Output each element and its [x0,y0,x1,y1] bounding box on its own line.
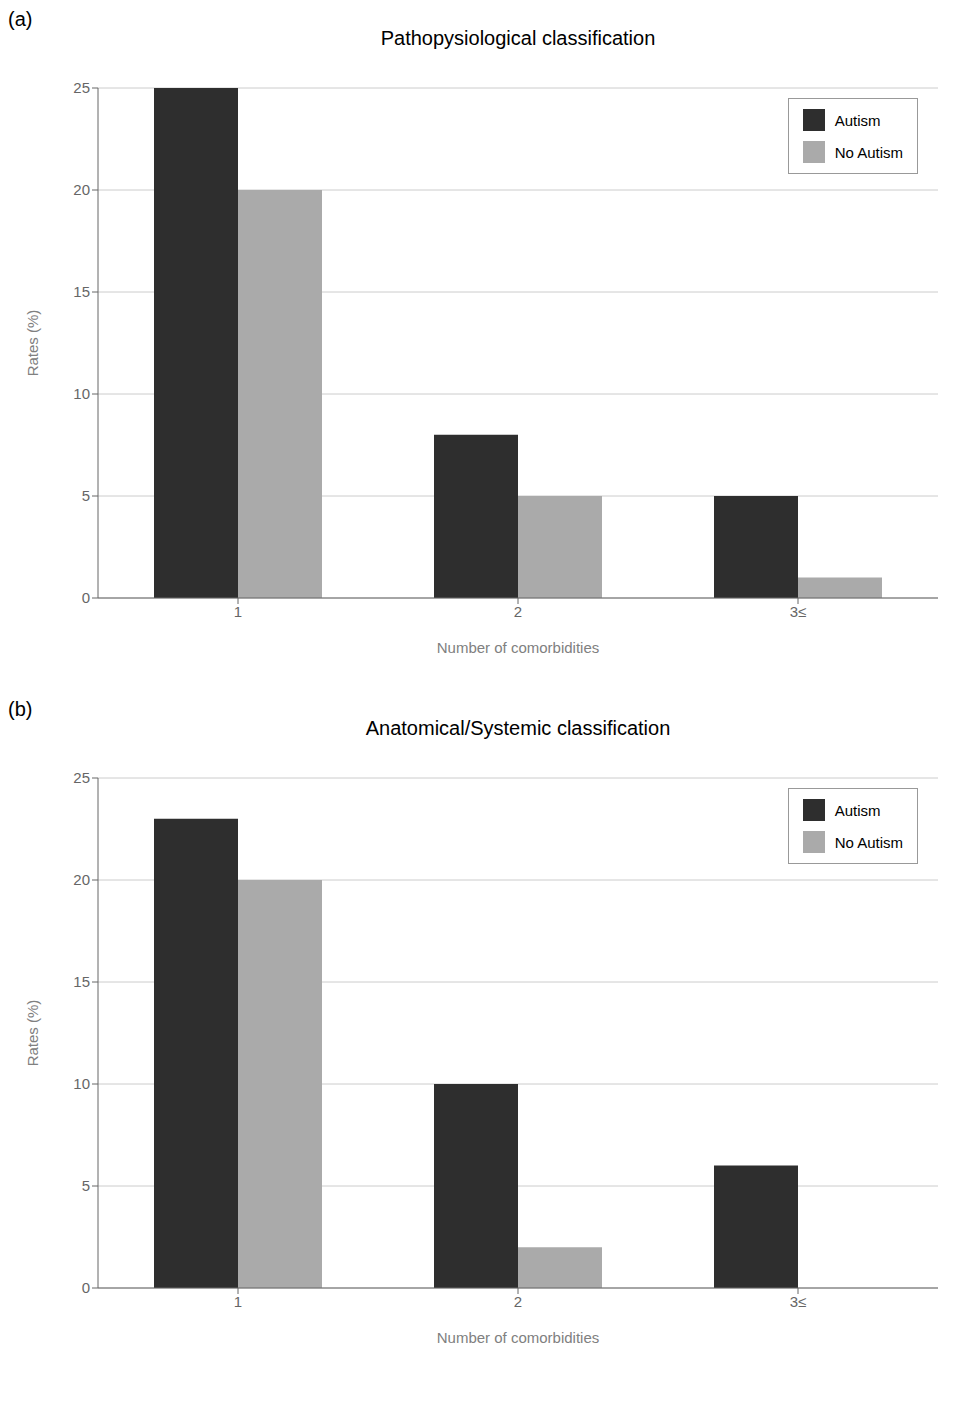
svg-text:5: 5 [82,487,90,504]
svg-text:Number of comorbidities: Number of comorbidities [437,639,600,656]
svg-text:Rates (%): Rates (%) [24,1000,41,1067]
svg-text:10: 10 [73,385,90,402]
svg-text:25: 25 [73,79,90,96]
svg-text:Number of comorbidities: Number of comorbidities [437,1329,600,1346]
html-text:Autism: Autism [834,111,881,129]
html-text:Pathopysiological classificati: Pathopysiological classification [380,27,656,49]
html-text:Autism: Autism [834,801,881,819]
svg-text:15: 15 [73,973,90,990]
svg-text:3≤: 3≤ [790,603,807,620]
svg-text:2: 2 [514,1293,522,1310]
svg-text:1: 1 [234,1293,242,1310]
svg-text:20: 20 [73,871,90,888]
svg-text:25: 25 [73,769,90,786]
svg-text:1: 1 [234,603,242,620]
svg-text:20: 20 [73,181,90,198]
html-text:No Autism: No Autism [834,143,903,161]
svg-text:3≤: 3≤ [790,1293,807,1310]
svg-text:2: 2 [514,603,522,620]
html-text:(a): (a) [8,8,33,30]
svg-text:10: 10 [73,1075,90,1092]
svg-text:0: 0 [82,1279,90,1296]
html-text:Anatomical/Systemic classifica: Anatomical/Systemic classification [365,717,671,739]
html-text:(b): (b) [8,698,33,720]
svg-text:5: 5 [82,1177,90,1194]
svg-text:Rates (%): Rates (%) [24,310,41,377]
svg-text:0: 0 [82,589,90,606]
svg-text:15: 15 [73,283,90,300]
html-text:No Autism: No Autism [834,833,903,851]
